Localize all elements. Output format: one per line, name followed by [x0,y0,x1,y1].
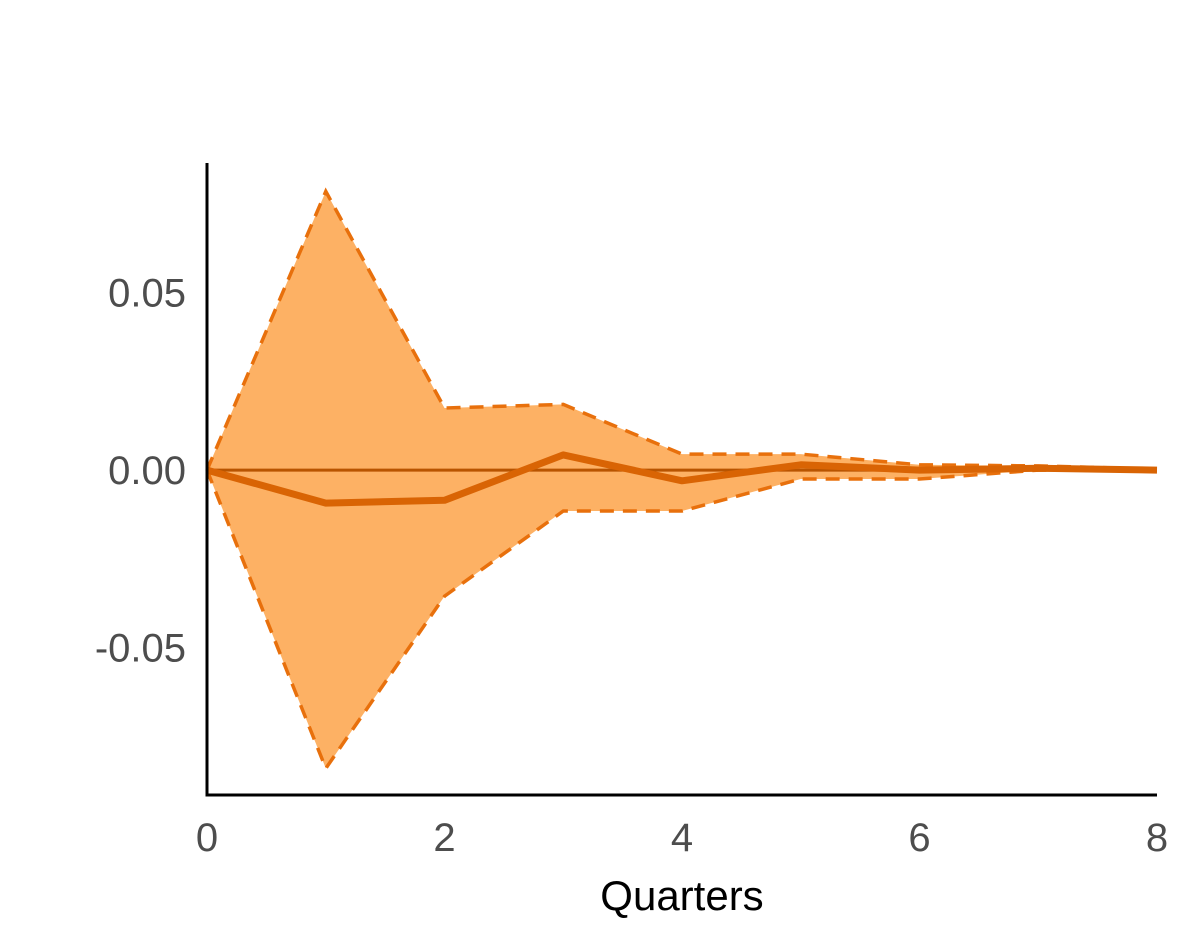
x-tick-labels: 0 2 4 6 8 [196,816,1168,860]
x-tick-label: 6 [908,816,930,860]
y-tick-labels: 0.05 0.00 -0.05 [95,272,186,671]
y-tick-label: -0.05 [95,627,186,671]
lower-bound-line [205,468,1157,773]
x-axis-title: Quarters [600,872,763,919]
x-tick-label: 0 [196,816,218,860]
estimate-line [206,451,1158,507]
y-tick-label: 0.00 [108,449,186,493]
x-tick-label: 2 [433,816,455,860]
plot-area [205,187,1158,773]
x-tick-label: 8 [1146,816,1168,860]
y-tick-label: 0.05 [108,272,186,316]
x-tick-label: 4 [671,816,693,860]
